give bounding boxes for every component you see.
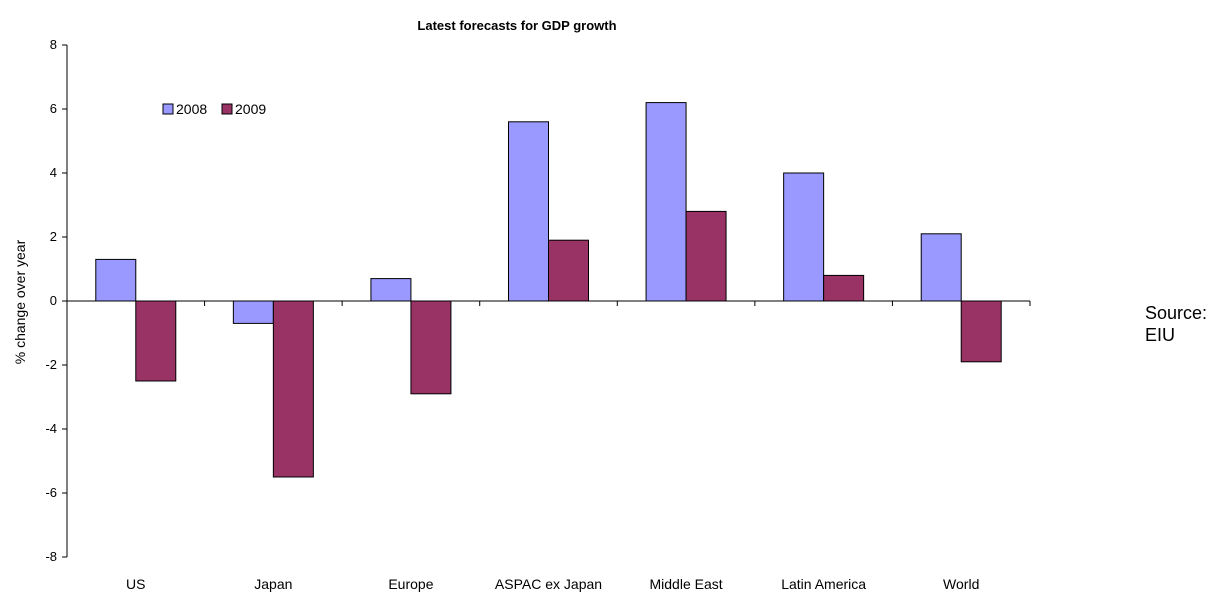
source-note: Source: EIU xyxy=(1145,302,1207,346)
chart-title: Latest forecasts for GDP growth xyxy=(417,18,616,33)
category-label: ASPAC ex Japan xyxy=(495,576,602,592)
legend-label: 2008 xyxy=(176,101,207,117)
y-tick-label: 2 xyxy=(50,229,57,244)
category-label: US xyxy=(126,576,145,592)
bar-2009-europe xyxy=(410,300,452,395)
legend: 2008 2009 xyxy=(162,101,266,117)
bar-2009-japan xyxy=(272,300,314,478)
source-label: Source: xyxy=(1145,303,1208,323)
source-name: EIU xyxy=(1145,325,1176,345)
y-tick-label: 0 xyxy=(50,293,57,308)
y-tick-label: -6 xyxy=(45,485,57,500)
y-axis-label: % change over year xyxy=(12,239,28,364)
legend-swatch xyxy=(162,103,174,115)
y-tick-label: -4 xyxy=(45,421,57,436)
bar-2009-middle-east xyxy=(685,210,727,302)
legend-label: 2009 xyxy=(235,101,266,117)
category-label: Europe xyxy=(388,576,433,592)
category-label: Middle East xyxy=(649,576,722,592)
y-tick-label: 8 xyxy=(50,37,57,52)
category-label: Japan xyxy=(254,576,292,592)
bar-2008-latin-america xyxy=(783,172,825,302)
y-tick-label: 4 xyxy=(50,165,57,180)
bar-2008-japan xyxy=(232,300,274,324)
bar-2009-latin-america xyxy=(823,274,865,302)
bar-2009-aspac-ex-japan xyxy=(548,239,589,302)
bars xyxy=(95,102,1002,478)
bar-2009-world xyxy=(960,300,1002,363)
category-label: World xyxy=(943,576,979,592)
y-tick-label: 6 xyxy=(50,101,57,116)
y-tick-label: -2 xyxy=(45,357,57,372)
legend-swatch xyxy=(221,103,233,115)
bar-2008-aspac-ex-japan xyxy=(508,121,549,302)
bar-2008-us xyxy=(95,258,137,302)
axes: 8 6 4 2 0 -2 -4 -6 -8 US Japan Europe ASPAC ex Japan… xyxy=(45,37,1031,592)
bar-2009-us xyxy=(135,300,177,382)
category-label: Latin America xyxy=(781,576,866,592)
y-tick-label: -8 xyxy=(45,549,57,564)
bar-2008-world xyxy=(920,233,962,302)
bar-2008-middle-east xyxy=(645,102,687,302)
bar-2008-europe xyxy=(370,278,412,302)
